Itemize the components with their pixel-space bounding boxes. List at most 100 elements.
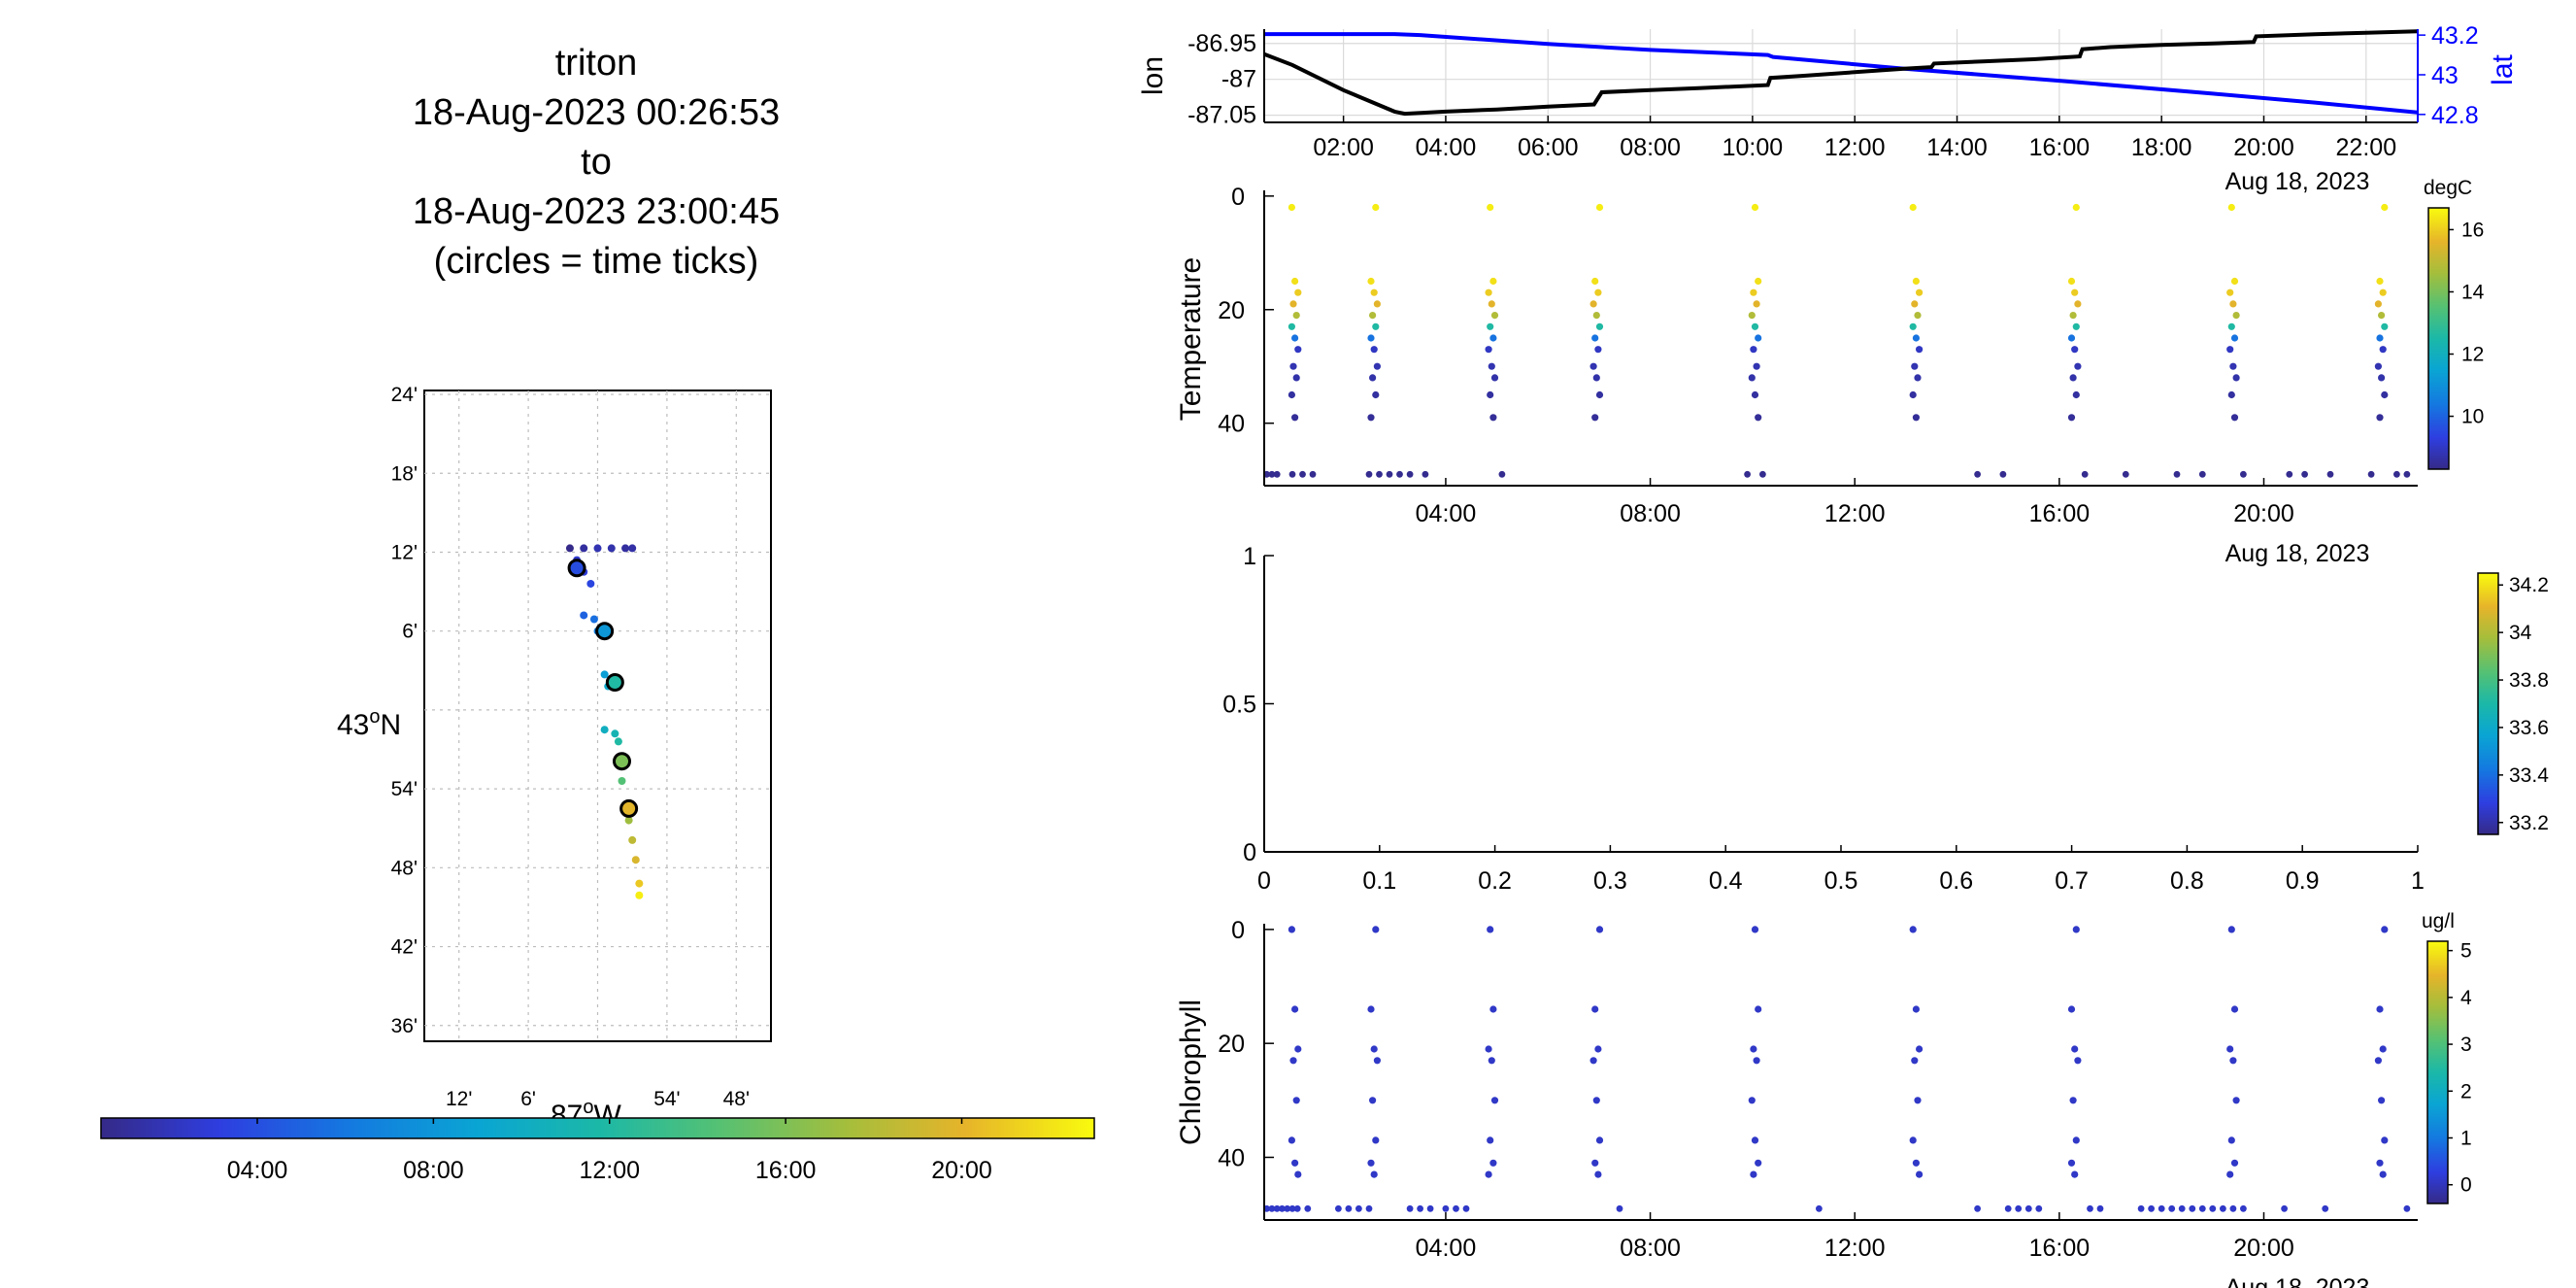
x-tick: 04:00 <box>1416 1235 1477 1262</box>
x-tick: 12:00 <box>1824 500 1886 527</box>
profile-point <box>1750 1170 1757 1178</box>
profile-point <box>2229 1057 2237 1065</box>
lonlat-x-tick: 16:00 <box>2029 134 2091 161</box>
profile-point <box>1490 374 1499 382</box>
profile-point <box>1750 1045 1757 1053</box>
profile-point <box>1912 1005 1920 1013</box>
profile-point <box>1753 362 1760 370</box>
map-y-tick: 48' <box>391 857 418 879</box>
profile-point <box>2226 288 2234 296</box>
salinity-x-tick: 0.2 <box>1478 867 1512 895</box>
profile-point <box>1595 203 1604 212</box>
lon-series-line <box>1263 29 2418 117</box>
profile-point <box>2376 414 2384 422</box>
salinity-colorbar <box>2477 572 2499 835</box>
profile-point <box>1373 300 1381 308</box>
time-colorbar-tick-label: 08:00 <box>403 1157 464 1184</box>
profile-point <box>2379 288 2387 296</box>
map-track-point <box>607 544 616 553</box>
lonlat-x-tick: 14:00 <box>1926 134 1988 161</box>
bottom-point <box>1974 470 1981 478</box>
profile-point <box>2227 203 2235 212</box>
salinity-x-tick: 0.9 <box>2286 867 2320 895</box>
bottom-point <box>1442 1204 1450 1212</box>
profile-point <box>1373 1057 1381 1065</box>
bottom-point <box>2229 1204 2237 1212</box>
map-track-point <box>621 544 630 553</box>
bottom-point <box>1345 1204 1353 1212</box>
bottom-point <box>1462 1204 1470 1212</box>
colorbar-tick-label: 4 <box>2460 987 2472 1009</box>
profile-point <box>2227 926 2235 933</box>
map-track-point <box>580 611 588 620</box>
profile-point <box>1489 1005 1497 1013</box>
profile-point <box>2230 334 2239 342</box>
profile-point <box>1755 414 1762 422</box>
profile-point <box>2067 277 2076 286</box>
profile-point <box>1370 346 1378 354</box>
profile-point <box>1909 322 1917 330</box>
profile-point <box>1485 346 1492 354</box>
profile-point <box>2376 1159 2384 1167</box>
profile-point <box>1751 1136 1759 1144</box>
bottom-point <box>2367 470 2375 478</box>
map-track-point <box>565 544 574 553</box>
map-track-point <box>600 726 609 734</box>
map-time-tick-circle <box>595 622 615 641</box>
profile-point <box>1489 414 1497 422</box>
profile-point <box>2232 1097 2240 1104</box>
profile-point <box>1372 1136 1380 1144</box>
x-tick: 04:00 <box>1416 500 1477 527</box>
bottom-point <box>1268 1204 1276 1212</box>
profile-point <box>1909 926 1917 933</box>
temperature-colorbar-ticks: 16 14 12 10 <box>2449 219 2485 428</box>
bottom-point <box>1273 1204 1281 1212</box>
map-track-point <box>635 891 644 899</box>
profile-point <box>2067 334 2076 342</box>
profile-point <box>2227 390 2235 399</box>
map-x-tick: 54' <box>653 1088 680 1110</box>
profile-point <box>2072 390 2080 399</box>
profile-point <box>2227 322 2235 330</box>
profile-point <box>1594 1170 1602 1178</box>
map-y-tick: 54' <box>391 778 418 800</box>
map-track-point <box>635 879 644 888</box>
x-tick: 12:00 <box>1824 1235 1886 1262</box>
map-track-point <box>593 544 602 553</box>
bottom-point <box>2209 1204 2217 1212</box>
bottom-point <box>2286 470 2293 478</box>
bottom-point <box>2173 470 2181 478</box>
lonlat-x-tick: 06:00 <box>1518 134 1579 161</box>
profile-point <box>1370 1045 1378 1053</box>
chlorophyll-colorbar-ticks: 5 4 3 2 1 0 <box>2448 940 2472 1197</box>
profile-point <box>1914 374 1922 382</box>
bottom-point <box>1417 1204 1423 1212</box>
title-line-3: to <box>581 142 612 183</box>
map-track-point <box>624 816 633 825</box>
lonlat-ylabel: lon <box>1137 56 1169 95</box>
profile-point <box>1294 1045 1302 1053</box>
bottom-point <box>1365 1204 1373 1212</box>
profile-point <box>1485 288 1492 296</box>
chlorophyll-tick-labels: 04:00 08:00 12:00 16:00 20:00 0 20 40 <box>1218 917 2294 1262</box>
temperature-date-label: Aug 18, 2023 <box>2225 540 2370 567</box>
bottom-point <box>1999 470 2007 478</box>
profile-point <box>1909 203 1917 212</box>
profile-point <box>2230 1159 2239 1167</box>
profile-point <box>1595 926 1604 933</box>
chlorophyll-colorbar <box>2426 940 2449 1204</box>
salinity-y-tick: 0 <box>1243 839 1256 866</box>
map-track-point <box>589 615 598 624</box>
profile-point <box>1916 346 1924 354</box>
profile-point <box>1294 346 1302 354</box>
map-track-point <box>628 835 637 844</box>
profile-point <box>1369 312 1377 320</box>
bottom-point <box>2220 1204 2226 1212</box>
profile-point <box>1292 312 1300 320</box>
profile-point <box>1589 300 1597 308</box>
profile-point <box>2067 1159 2076 1167</box>
title-line-1: triton <box>555 43 637 84</box>
profile-point <box>1909 1136 1917 1144</box>
profile-point <box>1487 926 1494 933</box>
